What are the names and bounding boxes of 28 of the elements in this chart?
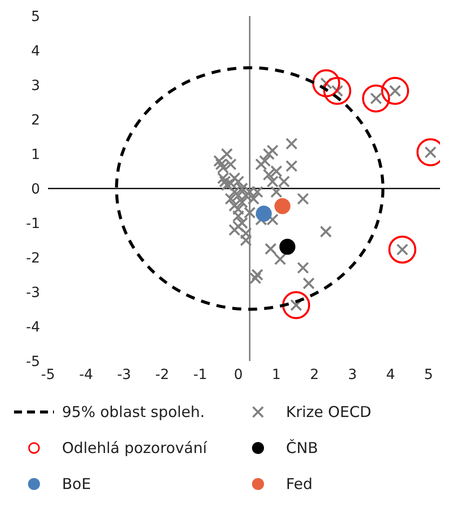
- y-tick-label: -4: [26, 319, 40, 336]
- legend-label: BoE: [62, 475, 91, 493]
- y-tick-label: -5: [26, 354, 40, 370]
- y-tick-label: 1: [31, 146, 40, 163]
- x-tick-label: -2: [155, 366, 170, 383]
- legend-label: Krize OECD: [286, 403, 372, 421]
- x-tick-label: 2: [310, 366, 319, 383]
- y-tick-label: 2: [31, 112, 40, 128]
- y-tick-label: 4: [31, 43, 40, 60]
- legend-label: ČNB: [286, 439, 318, 457]
- y-tick-label: -3: [26, 284, 40, 301]
- y-tick-label: -1: [26, 216, 40, 232]
- text: 95% oblast spoleh.: [62, 403, 205, 421]
- legend-label: Odlehlá pozorování: [62, 439, 207, 457]
- x-tick-label: 5: [424, 366, 434, 383]
- y-tick-label: 0: [31, 181, 40, 198]
- x-tick-label: 3: [348, 366, 357, 383]
- x-tick-label: -3: [117, 366, 132, 383]
- y-tick-label: 5: [31, 8, 40, 25]
- y-tick-label: 3: [31, 78, 40, 94]
- x-tick-label: 0: [234, 366, 243, 383]
- x-tick-label: -1: [193, 366, 208, 383]
- legend-label: Fed: [286, 475, 313, 493]
- x-tick-label: -5: [41, 366, 55, 383]
- y-tick-label: -2: [26, 250, 40, 266]
- x-tick-label: 1: [272, 366, 281, 383]
- x-tick-label: 4: [386, 366, 396, 383]
- x-tick-label: -4: [79, 366, 94, 383]
